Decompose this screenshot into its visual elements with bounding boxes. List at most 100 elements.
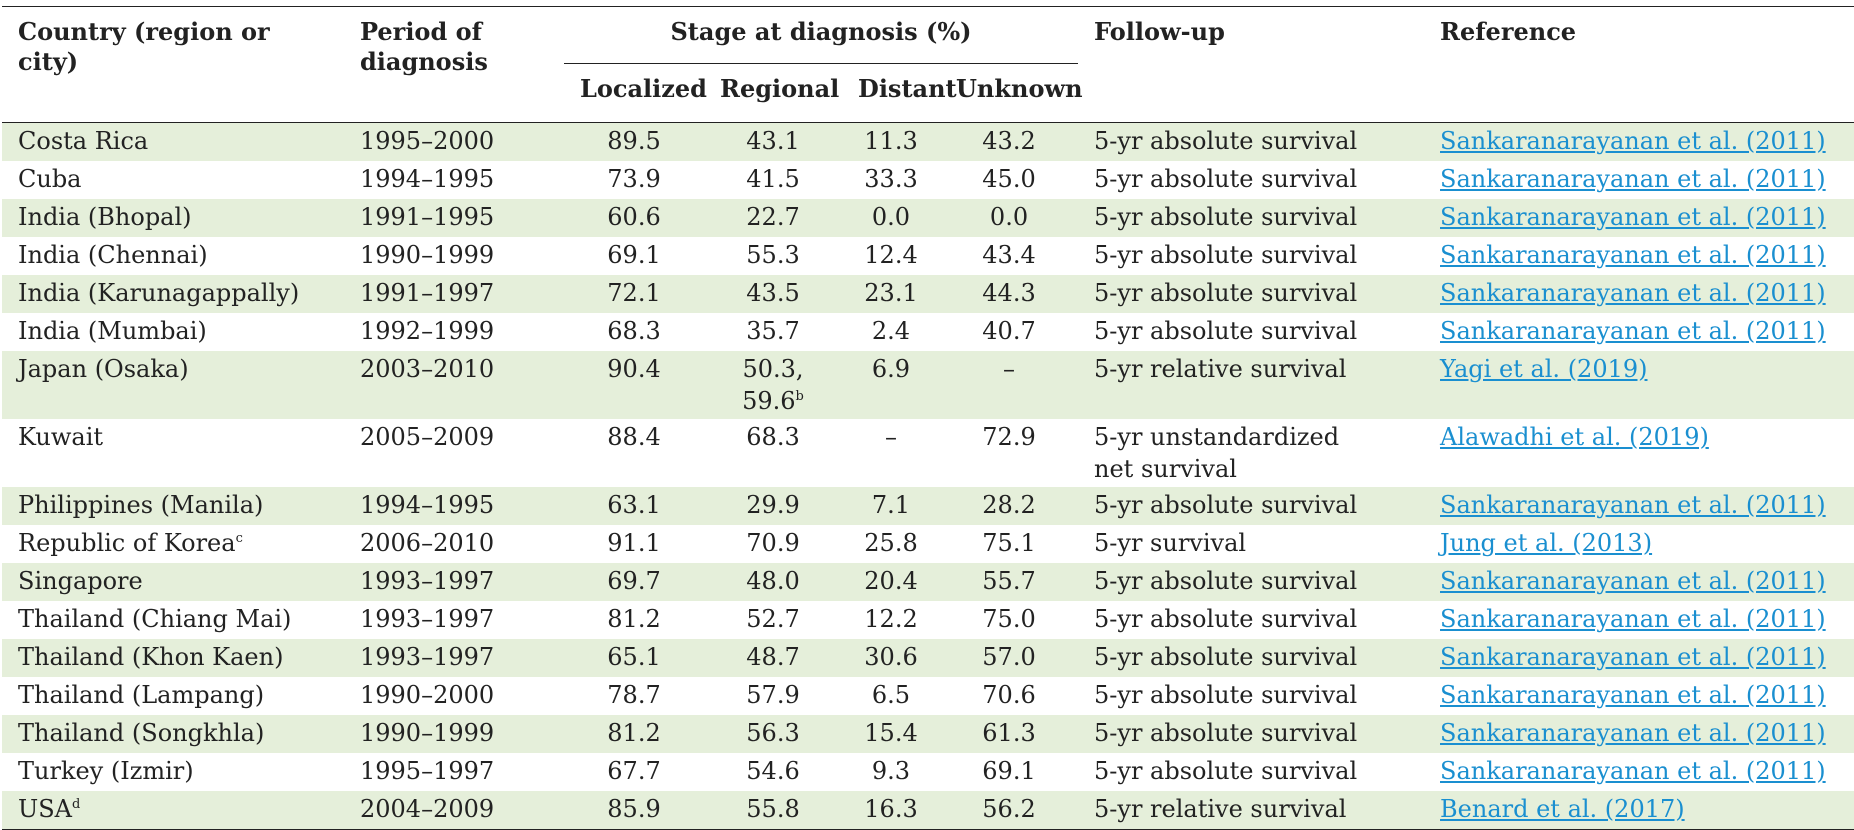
reference-link[interactable]: Sankaranarayanan et al. (2011) (1440, 719, 1826, 747)
followup-line1: 5-yr absolute survival (1094, 279, 1358, 307)
cell-reference: Sankaranarayanan et al. (2011) (1424, 639, 1854, 677)
cell-period: 1993–1997 (344, 563, 564, 601)
cell-localized: 90.4 (564, 351, 704, 419)
reference-link[interactable]: Sankaranarayanan et al. (2011) (1440, 165, 1826, 193)
cell-regional: 50.3, 59.6b (704, 351, 842, 419)
reference-link[interactable]: Benard et al. (2017) (1440, 795, 1685, 823)
followup-line1: 5-yr absolute survival (1094, 127, 1358, 155)
reference-link[interactable]: Sankaranarayanan et al. (2011) (1440, 317, 1826, 345)
cell-reference: Sankaranarayanan et al. (2011) (1424, 715, 1854, 753)
reference-link[interactable]: Sankaranarayanan et al. (2011) (1440, 203, 1826, 231)
reference-link[interactable]: Sankaranarayanan et al. (2011) (1440, 279, 1826, 307)
cell-distant: 2.4 (871, 317, 911, 345)
followup-line1: 5-yr unstandardized (1094, 423, 1340, 451)
cell-distant: 33.3 (864, 165, 918, 193)
followup-line1: 5-yr relative survival (1094, 355, 1347, 383)
cell-localized: 88.4 (607, 423, 661, 451)
cell-distant: 6.9 (842, 351, 940, 419)
cell-distant: 15.4 (842, 715, 940, 753)
cell-distant: 7.1 (842, 487, 940, 525)
header-unknown: Unknown (956, 74, 1083, 103)
cell-localized: 91.1 (607, 529, 661, 557)
cell-unknown: 75.1 (982, 529, 1036, 557)
cell-regional: 55.8 (704, 791, 842, 830)
cell-regional: 48.7 (704, 639, 842, 677)
table-row: India (Mumbai) 1992–1999 68.3 35.7 2.4 4… (2, 313, 1854, 351)
cell-localized: 68.3 (607, 317, 661, 345)
stage-survival-table: Country (region or city) Period of diagn… (2, 6, 1854, 830)
regional-value: 22.7 (746, 203, 800, 231)
cell-followup: 5-yr unstandardized net survival (1078, 419, 1424, 487)
cell-regional: 70.9 (704, 525, 842, 563)
cell-reference: Sankaranarayanan et al. (2011) (1424, 161, 1854, 199)
cell-distant: 20.4 (842, 563, 940, 601)
header-reference: Reference (1440, 17, 1577, 46)
cell-country: India (Mumbai) (2, 313, 344, 351)
country-name: Republic of Korea (18, 529, 236, 557)
table-body: Costa Rica 1995–2000 89.5 43.1 11.3 43.2… (2, 122, 1854, 830)
reference-link[interactable]: Sankaranarayanan et al. (2011) (1440, 605, 1826, 633)
cell-unknown: 72.9 (982, 423, 1036, 451)
cell-followup: 5-yr absolute survival (1078, 122, 1425, 161)
cell-period: 1990–1999 (344, 715, 564, 753)
cell-unknown: 43.2 (940, 122, 1079, 161)
cell-regional: 43.1 (704, 122, 842, 161)
country-name: India (Bhopal) (18, 203, 192, 231)
cell-period: 2006–2010 (360, 529, 495, 557)
header-country: Country (region or city) (18, 17, 270, 76)
reference-link[interactable]: Sankaranarayanan et al. (2011) (1440, 567, 1826, 595)
country-name: Cuba (18, 165, 82, 193)
cell-regional: 54.6 (704, 753, 842, 791)
cell-distant: 6.5 (871, 681, 911, 709)
cell-regional: 35.7 (704, 313, 842, 351)
followup-line1: 5-yr absolute survival (1094, 719, 1358, 747)
header-distant: Distant (858, 74, 957, 103)
cell-unknown: 57.0 (940, 639, 1079, 677)
country-name: Philippines (Manila) (18, 491, 264, 519)
reference-link[interactable]: Yagi et al. (2019) (1440, 355, 1648, 383)
cell-unknown: 69.1 (982, 757, 1036, 785)
table-row: Singapore 1993–1997 69.7 48.0 20.4 55.7 … (2, 563, 1854, 601)
cell-period: 1994–1995 (360, 165, 495, 193)
table-row: Cuba 1994–1995 73.9 41.5 33.3 45.0 5-yr … (2, 161, 1854, 199)
regional-value: 48.7 (746, 643, 800, 671)
table-header: Country (region or city) Period of diagn… (2, 6, 1854, 123)
cell-period: 1991–1995 (344, 199, 564, 237)
followup-line1: 5-yr relative survival (1094, 795, 1347, 823)
header-regional: Regional (720, 74, 840, 103)
cell-regional: 41.5 (704, 161, 842, 199)
cell-country: Kuwait (2, 419, 344, 487)
table-row: Republic of Koreac 2006–2010 91.1 70.9 2… (2, 525, 1854, 563)
cell-reference: Sankaranarayanan et al. (2011) (1424, 122, 1854, 161)
reference-link[interactable]: Jung et al. (2013) (1440, 529, 1653, 557)
cell-reference: Sankaranarayanan et al. (2011) (1424, 275, 1854, 313)
cell-followup: 5-yr absolute survival (1078, 715, 1425, 753)
reference-link[interactable]: Sankaranarayanan et al. (2011) (1440, 491, 1826, 519)
cell-unknown: 28.2 (940, 487, 1079, 525)
header-period-line2: diagnosis (360, 47, 488, 76)
cell-followup: 5-yr absolute survival (1078, 487, 1425, 525)
reference-link[interactable]: Sankaranarayanan et al. (2011) (1440, 127, 1826, 155)
cell-reference: Sankaranarayanan et al. (2011) (1424, 753, 1854, 791)
cell-period: 1992–1999 (360, 317, 495, 345)
cell-localized: 89.5 (564, 122, 704, 161)
country-name: Thailand (Khon Kaen) (18, 643, 284, 671)
cell-followup: 5-yr relative survival (1078, 791, 1425, 830)
regional-value: 52.7 (746, 605, 800, 633)
reference-link[interactable]: Sankaranarayanan et al. (2011) (1440, 241, 1826, 269)
reference-link[interactable]: Sankaranarayanan et al. (2011) (1440, 681, 1826, 709)
cell-followup: 5-yr absolute survival (1078, 237, 1424, 275)
cell-followup: 5-yr absolute survival (1078, 275, 1425, 313)
reference-link[interactable]: Sankaranarayanan et al. (2011) (1440, 643, 1826, 671)
country-name: India (Mumbai) (18, 317, 207, 345)
cell-followup: 5-yr absolute survival (1078, 313, 1424, 351)
reference-link[interactable]: Alawadhi et al. (2019) (1440, 423, 1709, 451)
table-row: Kuwait 2005–2009 88.4 68.3 – 72.9 5-yr u… (2, 419, 1854, 487)
country-name: USA (18, 795, 72, 823)
cell-country: Costa Rica (2, 122, 344, 161)
followup-line1: 5-yr absolute survival (1094, 567, 1358, 595)
country-name: India (Karunagappally) (18, 279, 300, 307)
reference-link[interactable]: Sankaranarayanan et al. (2011) (1440, 757, 1826, 785)
cell-unknown: – (940, 351, 1079, 419)
cell-localized: 65.1 (564, 639, 704, 677)
